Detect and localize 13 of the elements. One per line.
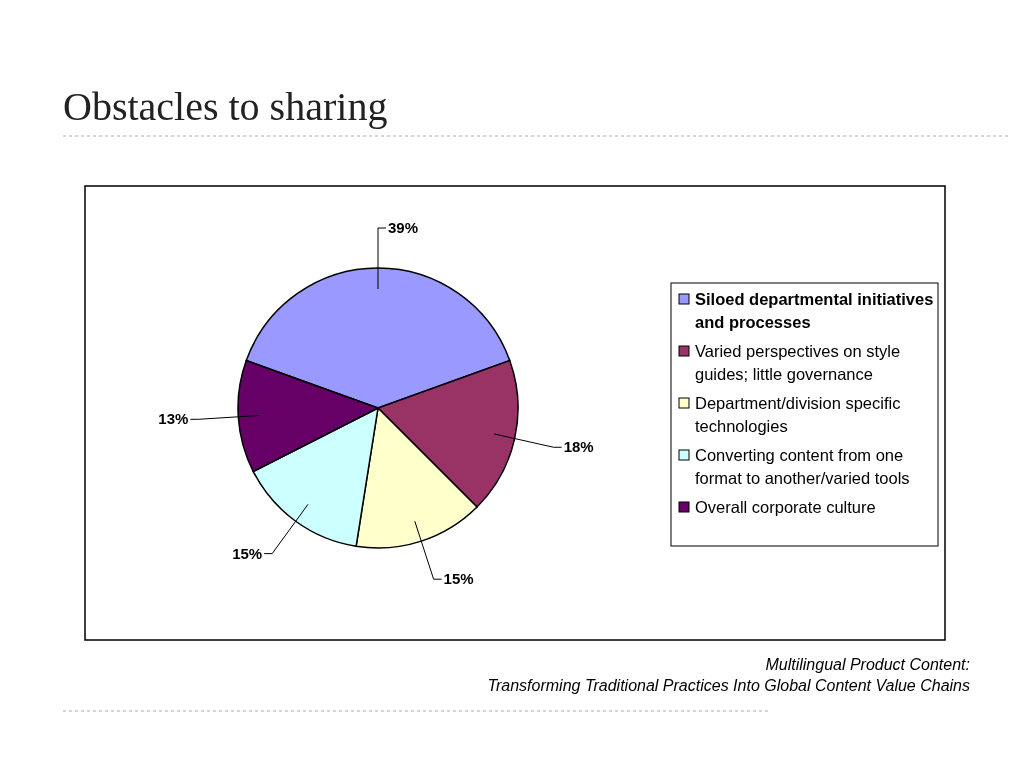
legend-label: Department/division specific technologies [695, 394, 901, 435]
data-label: 15% [232, 544, 263, 562]
data-label: 13% [158, 410, 189, 428]
data-label: 18% [563, 438, 594, 456]
legend-label: Converting content from one format to another/varied tools [695, 446, 910, 487]
chart-title: Obstacles to sharing [63, 84, 388, 129]
data-label: 15% [443, 570, 474, 588]
data-label: 39% [388, 219, 419, 236]
legend-label: Overall corporate culture [695, 498, 876, 516]
text: Transforming Traditional Practices Into Global Content Value Chains [487, 677, 970, 694]
text: Multilingual Product Content: [765, 656, 970, 673]
legend-label: Varied perspectives on style guides; little governance [695, 342, 901, 383]
legend-label: Siloed departmental initiatives and processes [695, 290, 934, 331]
